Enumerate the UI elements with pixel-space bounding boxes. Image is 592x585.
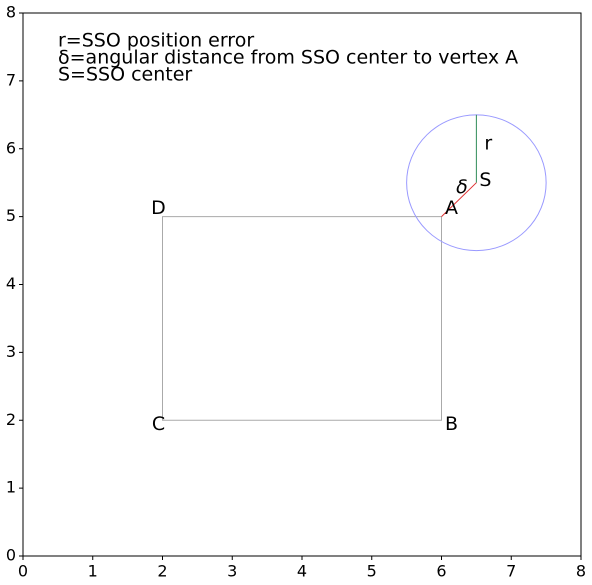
vertex-label: C bbox=[152, 413, 165, 435]
x-tick-label: 2 bbox=[157, 562, 167, 581]
radius-label: r bbox=[484, 132, 492, 154]
y-tick-label: 0 bbox=[6, 546, 16, 565]
note: δ=angular distance from SSO center to ve… bbox=[58, 47, 518, 69]
distance-label: δ bbox=[456, 176, 468, 198]
vertex-label: B bbox=[445, 413, 458, 435]
y-tick-label: 5 bbox=[6, 206, 16, 225]
x-tick-label: 3 bbox=[227, 562, 237, 581]
x-tick-label: 6 bbox=[436, 562, 446, 581]
distance-line bbox=[441, 182, 477, 217]
x-tick-label: 1 bbox=[88, 562, 98, 581]
x-tick-label: 0 bbox=[18, 562, 28, 581]
y-tick-label: 2 bbox=[6, 410, 16, 429]
note: S=SSO center bbox=[58, 64, 192, 86]
vertex-label: A bbox=[445, 197, 458, 219]
y-tick-label: 7 bbox=[6, 70, 16, 89]
y-tick-label: 3 bbox=[6, 342, 16, 361]
y-tick-label: 1 bbox=[6, 478, 16, 497]
note: r=SSO position error bbox=[58, 30, 254, 52]
y-tick-label: 4 bbox=[6, 274, 16, 293]
x-tick-label: 7 bbox=[506, 562, 516, 581]
x-tick-label: 5 bbox=[367, 562, 377, 581]
x-tick-label: 4 bbox=[297, 562, 307, 581]
y-tick-label: 6 bbox=[6, 138, 16, 157]
rectangle bbox=[162, 216, 442, 421]
vertex-label: S bbox=[479, 169, 491, 191]
vertex-label: D bbox=[151, 197, 166, 219]
x-tick-label: 8 bbox=[576, 562, 586, 581]
y-tick-label: 8 bbox=[6, 3, 16, 22]
plot-frame bbox=[22, 12, 582, 557]
